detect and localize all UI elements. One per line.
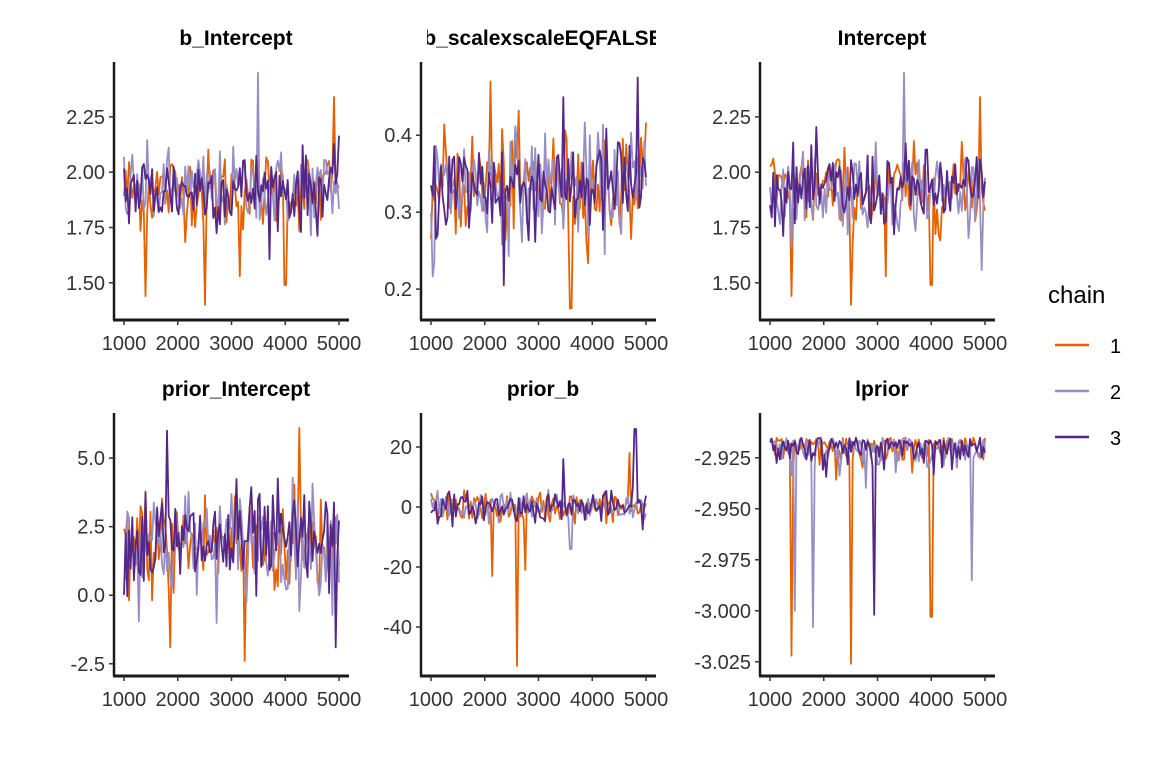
chain-3-trace bbox=[123, 135, 340, 261]
panel-title: lprior bbox=[855, 378, 909, 401]
chain-3-trace bbox=[769, 126, 986, 237]
chain-3-trace bbox=[430, 428, 647, 531]
trace-lines bbox=[123, 427, 340, 662]
panel-title: prior_b bbox=[507, 378, 579, 401]
chain-2-trace bbox=[123, 476, 340, 624]
chain-2-trace bbox=[430, 121, 647, 278]
panels: b_Intercept 1.50 1.75 2.00 2.25 1000 2000 3000 4… bbox=[66, 27, 1007, 711]
y-tick-label: 0 bbox=[401, 497, 412, 519]
y-tick-label: -2.5 bbox=[71, 654, 105, 676]
panel-4: prior_Intercept -2.5 0.0 2.5 5.0 1000 2000 3000… bbox=[71, 378, 362, 711]
panel-6: lprior -3.025 -3.000 -2.975 -2.950 -2.925 1000… bbox=[694, 378, 1007, 711]
panel-title: prior_Intercept bbox=[162, 378, 310, 401]
x-tick-label: 3000 bbox=[855, 689, 900, 711]
panel-title: Intercept bbox=[838, 27, 927, 50]
y-tick-label: 1.50 bbox=[66, 273, 105, 295]
chain-3-trace bbox=[123, 429, 340, 649]
x-tick-label: 1000 bbox=[409, 689, 454, 711]
legend-title: chain bbox=[1048, 282, 1105, 309]
y-tick-label: -40 bbox=[383, 617, 412, 639]
y-tick-label: 0.0 bbox=[77, 585, 105, 607]
y-tick-label: 5.0 bbox=[77, 448, 105, 470]
x-tick-label: 4000 bbox=[570, 333, 615, 355]
x-tick-label: 5000 bbox=[963, 333, 1008, 355]
x-tick-label: 5000 bbox=[317, 689, 362, 711]
x-tick-label: 2000 bbox=[156, 333, 201, 355]
panel-1: b_Intercept 1.50 1.75 2.00 2.25 1000 2000 3000 4… bbox=[66, 27, 361, 355]
y-tick-label: -2.950 bbox=[694, 499, 751, 521]
y-tick-label: 0.4 bbox=[384, 125, 412, 147]
trace-lines bbox=[769, 71, 986, 306]
y-tick-label: 2.25 bbox=[712, 107, 751, 129]
trace-lines bbox=[430, 76, 647, 310]
x-tick-label: 2000 bbox=[463, 333, 508, 355]
chain-3-trace bbox=[769, 436, 986, 616]
y-tick-label: 0.2 bbox=[384, 279, 412, 301]
trace-lines bbox=[769, 436, 986, 665]
x-tick-label: 4000 bbox=[263, 689, 308, 711]
x-tick-label: 2000 bbox=[802, 333, 847, 355]
x-tick-label: 4000 bbox=[909, 333, 954, 355]
x-tick-label: 3000 bbox=[209, 689, 254, 711]
panel-5: prior_b -40 -20 0 20 1000 2000 3000 4000 5000 bbox=[383, 378, 668, 711]
panel-title: b_scalexscaleEQFALSE bbox=[423, 27, 662, 50]
trace-lines bbox=[430, 428, 647, 667]
y-tick-label: 2.5 bbox=[77, 517, 105, 539]
x-tick-label: 1000 bbox=[409, 333, 454, 355]
trace-lines bbox=[123, 71, 340, 306]
x-tick-label: 2000 bbox=[156, 689, 201, 711]
x-tick-label: 1000 bbox=[102, 333, 147, 355]
x-tick-label: 5000 bbox=[963, 689, 1008, 711]
y-tick-label: 1.50 bbox=[712, 273, 751, 295]
x-tick-label: 3000 bbox=[855, 333, 900, 355]
y-tick-label: 2.00 bbox=[712, 162, 751, 184]
panel-title: b_Intercept bbox=[179, 27, 292, 50]
y-tick-label: -3.025 bbox=[694, 652, 751, 674]
panel-2: b_scalexscaleEQFALSE 0.2 0.3 0.4 1000 2000 300… bbox=[384, 27, 668, 355]
y-tick-label: 1.75 bbox=[66, 218, 105, 240]
y-tick-label: 0.3 bbox=[384, 202, 412, 224]
y-tick-label: 20 bbox=[390, 437, 412, 459]
x-tick-label: 4000 bbox=[570, 689, 615, 711]
chain-1-trace bbox=[430, 452, 647, 667]
chain-legend: chain 1 2 3 bbox=[1048, 282, 1121, 450]
chain-1-trace bbox=[769, 96, 986, 306]
x-tick-label: 5000 bbox=[317, 333, 362, 355]
chain-1-trace bbox=[769, 436, 986, 665]
chain-3-trace bbox=[430, 76, 647, 287]
x-tick-label: 2000 bbox=[802, 689, 847, 711]
y-tick-label: 1.75 bbox=[712, 218, 751, 240]
panel-3: Intercept 1.50 1.75 2.00 2.25 1000 2000 3000 400… bbox=[712, 27, 1007, 355]
x-tick-label: 3000 bbox=[516, 689, 561, 711]
y-tick-label: -3.000 bbox=[694, 601, 751, 623]
x-tick-label: 3000 bbox=[209, 333, 254, 355]
x-tick-label: 2000 bbox=[463, 689, 508, 711]
x-tick-label: 1000 bbox=[748, 689, 793, 711]
x-tick-label: 1000 bbox=[748, 333, 793, 355]
legend-label-chain-2: 2 bbox=[1110, 382, 1121, 404]
legend-label-chain-3: 3 bbox=[1110, 428, 1121, 450]
legend-label-chain-1: 1 bbox=[1110, 336, 1121, 358]
x-tick-label: 4000 bbox=[909, 689, 954, 711]
y-tick-label: -2.975 bbox=[694, 550, 751, 572]
x-tick-label: 5000 bbox=[624, 333, 669, 355]
x-tick-label: 5000 bbox=[624, 689, 669, 711]
y-tick-label: -20 bbox=[383, 557, 412, 579]
x-tick-label: 3000 bbox=[516, 333, 561, 355]
y-tick-label: 2.25 bbox=[66, 107, 105, 129]
y-tick-label: 2.00 bbox=[66, 162, 105, 184]
x-tick-label: 1000 bbox=[102, 689, 147, 711]
x-tick-label: 4000 bbox=[263, 333, 308, 355]
y-tick-label: -2.925 bbox=[694, 448, 751, 470]
